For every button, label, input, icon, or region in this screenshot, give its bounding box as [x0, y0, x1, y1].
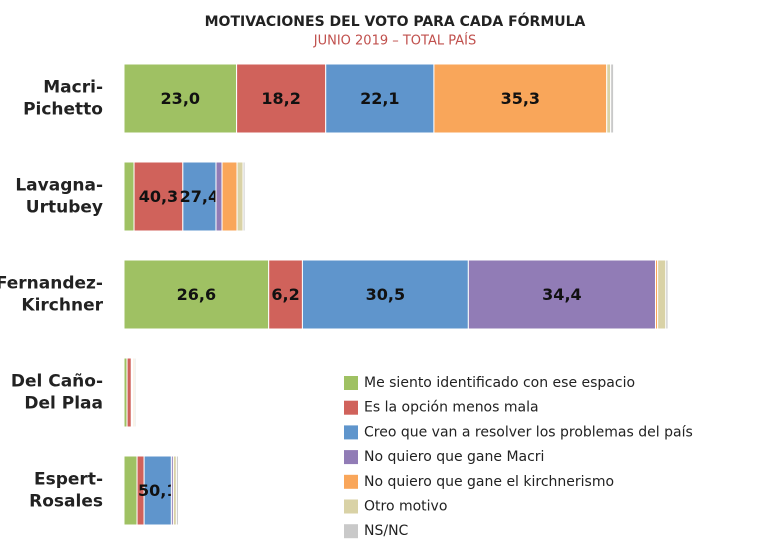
category-label: Pichetto — [23, 100, 103, 120]
category-label: Del Plaa — [24, 394, 103, 414]
legend-label: Me siento identificado con ese espacio — [364, 375, 635, 391]
category-label: Lavagna- — [15, 176, 103, 196]
category-label: Kirchner — [21, 296, 103, 316]
bar-segment — [236, 63, 327, 134]
legend-label: No quiero que gane el kirchnerismo — [364, 474, 614, 490]
value-label: 26,6 — [177, 285, 216, 304]
value-label: 34,4 — [542, 285, 581, 304]
category-label: Urtubey — [26, 198, 103, 218]
value-label: 50,1 — [138, 481, 177, 500]
bar-segment — [665, 259, 669, 330]
value-label: 40,3 — [139, 187, 178, 206]
bar-segment — [221, 161, 238, 232]
value-label: 18,2 — [261, 89, 300, 108]
bar-segment — [182, 161, 217, 232]
category-label: Rosales — [29, 492, 103, 512]
legend-label: NS/NC — [364, 523, 409, 539]
legend-label: No quiero que gane Macri — [364, 449, 544, 465]
bar-segment — [123, 259, 270, 330]
legend-swatch — [344, 400, 358, 415]
legend-swatch — [344, 474, 358, 489]
legend-swatch — [344, 524, 358, 539]
bar-segment — [215, 161, 223, 232]
bar-segment — [123, 455, 138, 526]
value-label: 22,1 — [360, 89, 399, 108]
legend-swatch — [344, 450, 358, 465]
bar-segment — [236, 161, 244, 232]
bar-segment — [301, 259, 469, 330]
chart-subtitle: JUNIO 2019 – TOTAL PAÍS — [313, 33, 476, 49]
legend-swatch — [344, 499, 358, 514]
category-label: Espert- — [34, 470, 103, 490]
bar-segment — [123, 63, 238, 134]
legend-label: Creo que van a resolver los problemas de… — [364, 424, 693, 440]
bar-segment — [123, 161, 135, 232]
legend-swatch — [344, 376, 358, 390]
value-label: 23,0 — [161, 89, 200, 108]
bar-segment — [133, 161, 184, 232]
category-label: Fernandez- — [0, 274, 103, 294]
bar-segment — [143, 455, 172, 526]
legend-swatch — [344, 425, 358, 440]
bar-segment — [467, 259, 656, 330]
bar-segment — [657, 259, 667, 330]
bar-segment — [606, 63, 612, 134]
bar-segment — [325, 63, 435, 134]
bar-segment — [433, 63, 608, 134]
bar-segment — [126, 357, 132, 428]
bar-segment — [268, 259, 303, 330]
category-label: Macri- — [43, 78, 103, 98]
legend-label: Otro motivo — [364, 499, 447, 515]
value-label: 6,2 — [271, 285, 299, 304]
bar-segment — [610, 63, 615, 134]
legend-label: Es la opción menos mala — [364, 400, 539, 416]
category-label: Del Caño- — [11, 372, 103, 392]
value-label: 35,3 — [501, 89, 540, 108]
bar-segment — [134, 357, 137, 428]
value-label: 30,5 — [366, 285, 405, 304]
bar-segment — [242, 161, 246, 232]
bar-segment — [175, 455, 179, 526]
value-label: 27,4 — [180, 187, 219, 206]
chart-title: MOTIVACIONES DEL VOTO PARA CADA FÓRMULA — [205, 12, 586, 30]
